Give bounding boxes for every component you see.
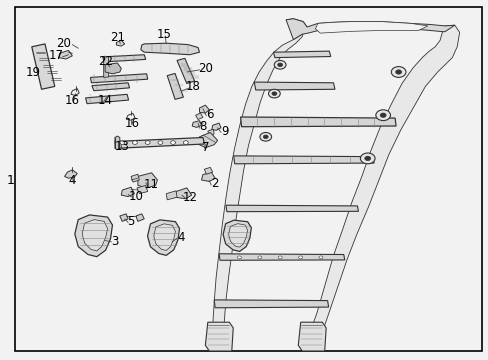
- Text: 21: 21: [110, 31, 124, 44]
- Circle shape: [364, 156, 370, 161]
- Polygon shape: [201, 172, 215, 181]
- Text: 16: 16: [65, 94, 80, 107]
- Polygon shape: [82, 220, 107, 251]
- Polygon shape: [166, 191, 177, 200]
- Polygon shape: [153, 224, 175, 251]
- Circle shape: [237, 256, 241, 259]
- Polygon shape: [136, 214, 144, 221]
- Text: 3: 3: [111, 235, 119, 248]
- Polygon shape: [207, 129, 214, 136]
- Text: 11: 11: [144, 178, 159, 191]
- Circle shape: [390, 67, 405, 77]
- Polygon shape: [92, 83, 129, 91]
- Polygon shape: [192, 121, 201, 127]
- Circle shape: [298, 256, 302, 259]
- Circle shape: [375, 110, 390, 121]
- Polygon shape: [211, 19, 306, 340]
- Text: 20: 20: [56, 37, 71, 50]
- Polygon shape: [225, 205, 358, 212]
- Polygon shape: [116, 40, 124, 46]
- Polygon shape: [177, 58, 194, 84]
- Polygon shape: [102, 55, 145, 62]
- Polygon shape: [115, 138, 204, 148]
- Text: 4: 4: [68, 174, 76, 187]
- Polygon shape: [211, 123, 221, 130]
- Polygon shape: [175, 188, 191, 199]
- Circle shape: [268, 89, 280, 98]
- Polygon shape: [75, 215, 112, 257]
- Polygon shape: [205, 322, 233, 351]
- Polygon shape: [85, 94, 128, 104]
- Polygon shape: [137, 185, 147, 194]
- Polygon shape: [32, 44, 55, 89]
- Circle shape: [274, 60, 285, 69]
- Polygon shape: [228, 224, 247, 247]
- Text: 7: 7: [201, 141, 209, 154]
- Circle shape: [120, 141, 124, 144]
- Circle shape: [318, 256, 322, 259]
- Circle shape: [259, 132, 271, 141]
- Circle shape: [380, 113, 386, 117]
- Polygon shape: [285, 19, 454, 40]
- Text: 9: 9: [221, 125, 228, 138]
- Polygon shape: [59, 50, 72, 59]
- Circle shape: [395, 70, 401, 74]
- Text: 14: 14: [98, 94, 112, 107]
- Text: 16: 16: [124, 117, 139, 130]
- Text: 15: 15: [156, 28, 171, 41]
- Polygon shape: [219, 254, 344, 260]
- Polygon shape: [121, 187, 134, 197]
- Polygon shape: [90, 74, 147, 83]
- Circle shape: [170, 141, 175, 144]
- Polygon shape: [223, 220, 251, 252]
- Polygon shape: [103, 57, 108, 77]
- Circle shape: [278, 256, 282, 259]
- Text: 5: 5: [127, 215, 135, 228]
- Polygon shape: [105, 63, 121, 74]
- Polygon shape: [233, 156, 373, 164]
- Circle shape: [257, 256, 261, 259]
- Text: 22: 22: [98, 55, 112, 68]
- Text: 12: 12: [182, 191, 197, 204]
- Circle shape: [183, 141, 188, 144]
- Polygon shape: [138, 173, 157, 188]
- Polygon shape: [141, 43, 199, 55]
- Text: 6: 6: [206, 108, 214, 121]
- Polygon shape: [298, 322, 325, 351]
- Polygon shape: [198, 132, 217, 148]
- Circle shape: [360, 153, 374, 164]
- Text: 20: 20: [198, 62, 212, 75]
- Circle shape: [145, 141, 150, 144]
- Polygon shape: [115, 136, 120, 150]
- Polygon shape: [147, 220, 179, 255]
- Polygon shape: [204, 167, 212, 174]
- Polygon shape: [120, 214, 128, 221]
- Circle shape: [277, 63, 282, 67]
- Text: 13: 13: [115, 140, 129, 153]
- Polygon shape: [131, 174, 139, 182]
- Text: 2: 2: [211, 177, 219, 190]
- Polygon shape: [199, 105, 209, 113]
- Polygon shape: [240, 117, 395, 127]
- Text: 18: 18: [185, 80, 200, 93]
- Circle shape: [271, 92, 276, 95]
- Polygon shape: [214, 300, 328, 308]
- Polygon shape: [64, 170, 77, 178]
- Polygon shape: [308, 25, 459, 340]
- Polygon shape: [315, 22, 427, 33]
- Polygon shape: [195, 113, 203, 120]
- Circle shape: [132, 141, 137, 144]
- Text: 19: 19: [26, 66, 41, 78]
- Text: 8: 8: [199, 120, 206, 133]
- Polygon shape: [254, 82, 334, 90]
- Polygon shape: [167, 73, 183, 99]
- Polygon shape: [273, 51, 330, 58]
- Text: 10: 10: [128, 190, 143, 203]
- Circle shape: [263, 135, 267, 139]
- Text: 4: 4: [177, 231, 184, 244]
- Text: 17: 17: [49, 49, 63, 62]
- Text: 1: 1: [7, 174, 15, 186]
- Circle shape: [158, 141, 163, 144]
